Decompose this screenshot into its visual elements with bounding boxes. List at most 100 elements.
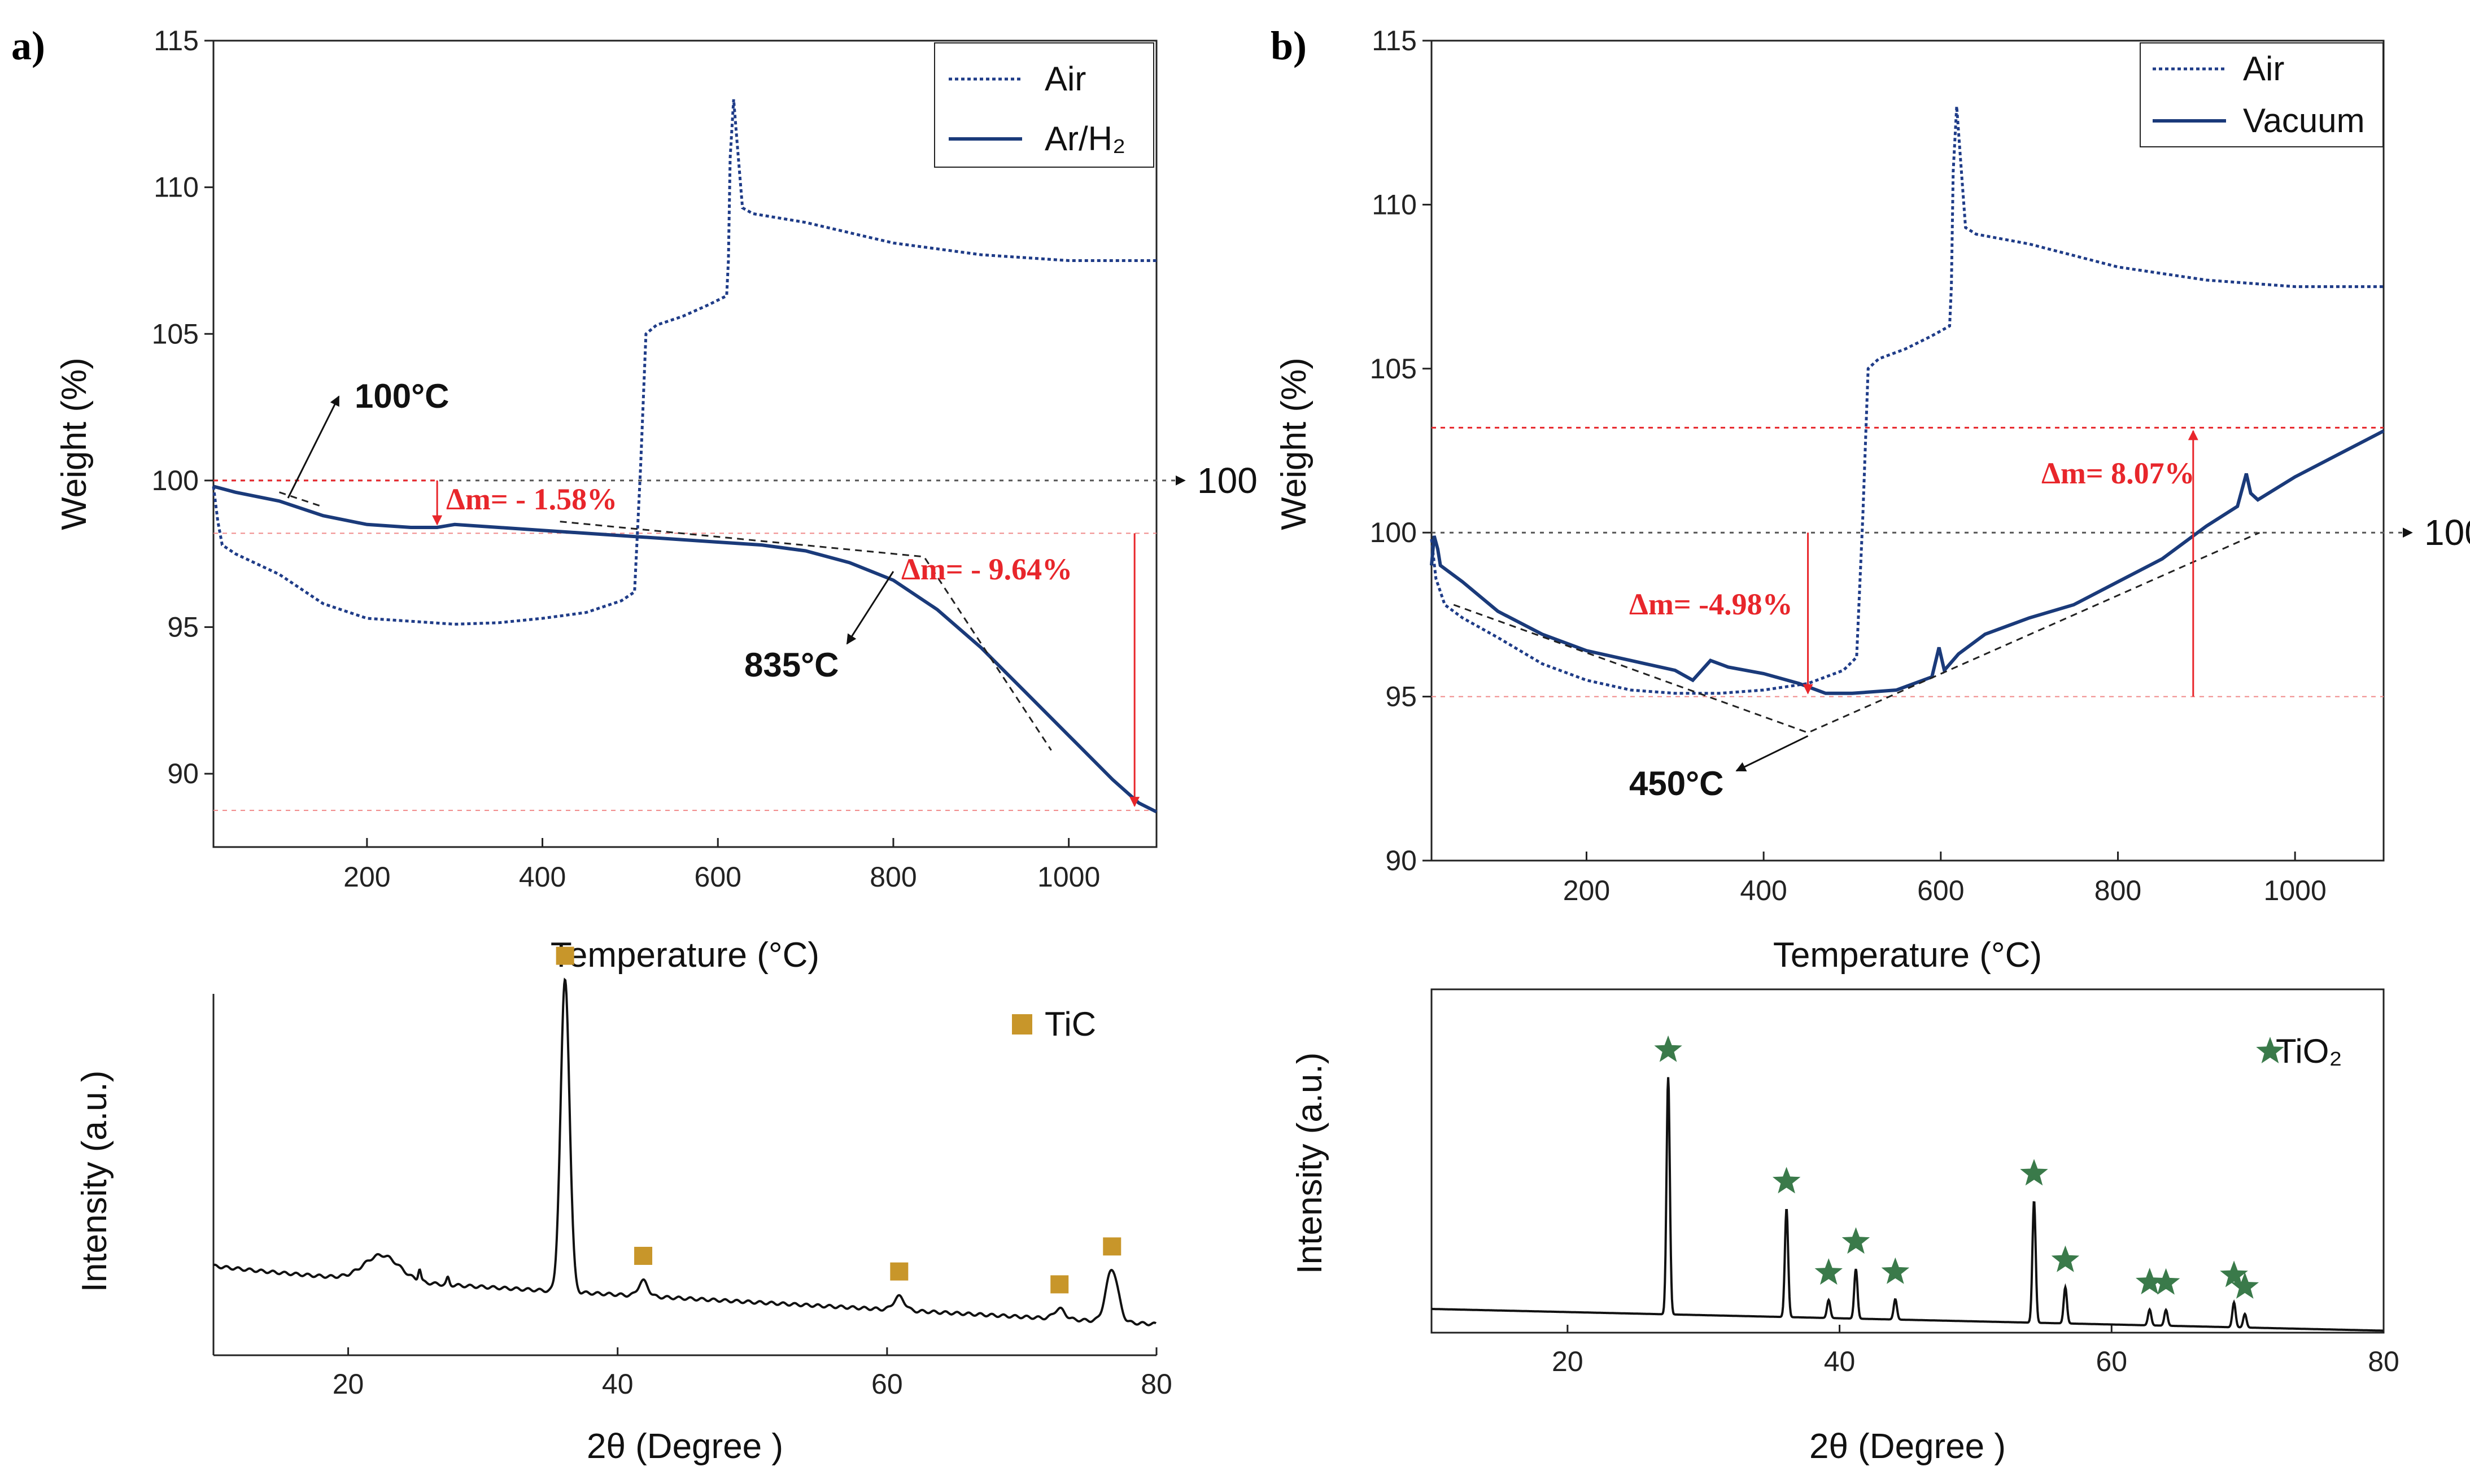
panel-a-tga-chart: 200 400 600 800 1000 90 95 100 105 110 115 100 100… (55, 25, 1258, 975)
panel-a-tga-xlabel: Temperature (°C) (551, 936, 819, 975)
panel-b-series-vacuum (1430, 429, 2385, 695)
panel-b-arrow-450c (1735, 735, 1809, 772)
b-tga-ytick-label: 90 (1385, 845, 1417, 876)
tio2-peak-marker (2231, 1272, 2259, 1299)
b-tga-xtick-label: 800 (2094, 875, 2141, 906)
panel-b-xrd-markers (1654, 1035, 2259, 1299)
tio2-peak-marker (2051, 1245, 2080, 1272)
a-xrd-xtick-label: 40 (602, 1368, 634, 1400)
panel-a-reference-label: 100 (1197, 460, 1258, 501)
tic-peak-marker (1050, 1275, 1069, 1294)
a-tga-ytick-label: 110 (154, 172, 199, 203)
panel-b-tga-frame (1430, 40, 2385, 862)
panel-b-legend-vacuum: Vacuum (2243, 102, 2365, 139)
panel-b-xrd-xlabel: 2θ (Degree ) (1809, 1427, 2006, 1466)
b-tga-xtick-label: 600 (1917, 875, 1964, 906)
panel-b-tga-xlabel: Temperature (°C) (1773, 936, 2042, 975)
tic-peak-marker (890, 1262, 909, 1281)
panel-a-arrow-100c (287, 395, 340, 499)
panel-b-tga-legend: Air Vacuum (2140, 42, 2384, 147)
panel-b-onset-450c: 450°C (1629, 765, 1723, 802)
panel-a-tga-ticks: 200 400 600 800 1000 90 95 100 105 110 115 (152, 25, 1101, 893)
a-xrd-xtick-label: 80 (1141, 1368, 1172, 1400)
tio2-peak-marker (1772, 1167, 1801, 1194)
panel-a: a) 200 400 600 800 1000 90 95 100 105 110 115 100 … (11, 23, 1258, 1466)
panel-b-xrd-legend: TiO₂ (2276, 1032, 2342, 1070)
panel-a-dm2: Δm= - 9.64% (901, 552, 1072, 586)
panel-b-series-air (1430, 106, 2384, 695)
b-xrd-xtick-label: 80 (2368, 1346, 2399, 1377)
panel-a-tangent-line-2 (560, 521, 1052, 751)
tic-peak-marker (556, 946, 574, 965)
panel-b-dm1: Δm= -4.98% (1629, 587, 1793, 621)
panel-b-tga-ylabel: Weight (%) (1275, 357, 1313, 530)
b-tga-xtick-label: 1000 (2264, 875, 2327, 906)
tio2-peak-marker (2220, 1260, 2248, 1287)
tio2-peak-marker (2136, 1268, 2164, 1295)
tio2-peak-marker (1654, 1035, 1682, 1062)
panel-a-label: a) (11, 23, 45, 68)
tic-peak-marker (634, 1246, 653, 1265)
a-tga-ytick-label: 90 (167, 758, 199, 789)
a-tga-xtick-label: 800 (870, 861, 917, 893)
panel-a-onset-835c: 835°C (744, 646, 839, 684)
panel-a-xrd-chart: 20 40 60 80 TiC 2θ (Degree ) Intensity (a.u… (75, 946, 1172, 1466)
a-tga-ytick-label: 100 (152, 465, 199, 496)
panel-b-xrd-ticks: 20 40 60 80 (1552, 1325, 2399, 1377)
panel-b-dm2: Δm= 8.07% (2041, 456, 2195, 490)
a-tga-ytick-label: 115 (154, 25, 199, 56)
b-tga-ytick-label: 110 (1372, 189, 1417, 220)
panel-b-tangent-lines (1453, 531, 2260, 734)
tio2-peak-marker (1814, 1258, 1843, 1285)
b-xrd-xtick-label: 60 (2096, 1346, 2127, 1377)
a-tga-xtick-label: 1000 (1037, 861, 1100, 893)
a-tga-ytick-label: 105 (152, 318, 199, 350)
a-tga-ytick-label: 95 (167, 612, 199, 643)
panel-a-tga-legend: Air Ar/H₂ (934, 42, 1154, 168)
panel-b-xrd-ylabel: Intensity (a.u.) (1290, 1053, 1329, 1275)
a-tga-xtick-label: 600 (695, 861, 741, 893)
b-tga-xtick-label: 200 (1563, 875, 1610, 906)
panel-b-label: b) (1271, 23, 1307, 68)
panel-a-series-air (212, 99, 1157, 626)
panel-a-xrd-ticks: 20 40 60 80 (333, 1347, 1172, 1400)
tio2-peak-marker (2020, 1159, 2048, 1186)
panel-a-tangent-line-1 (279, 491, 324, 508)
b-tga-ytick-label: 105 (1370, 353, 1417, 385)
tio2-peak-marker (1881, 1257, 1910, 1284)
tic-peak-marker (1103, 1237, 1121, 1256)
panel-b-tga-legend-box (2140, 42, 2384, 147)
b-xrd-xtick-label: 20 (1552, 1346, 1583, 1377)
a-xrd-xtick-label: 60 (871, 1368, 903, 1400)
panel-a-legend-air: Air (1045, 60, 1086, 98)
panel-b: b) 200 400 600 800 1000 90 95 100 105 110 115 100 … (1271, 23, 2470, 1466)
panel-b-xrd-pattern (1432, 1077, 2383, 1332)
panel-a-tga-legend-box (934, 42, 1154, 168)
b-tga-ytick-label: 115 (1372, 25, 1417, 56)
tio2-peak-marker (2152, 1268, 2180, 1295)
panel-b-reference-label: 100 (2424, 512, 2470, 553)
panel-a-series-arh2 (213, 485, 1158, 814)
panel-b-legend-air: Air (2243, 50, 2284, 88)
panel-a-arrow-835c (846, 571, 894, 645)
tio2-peak-marker (1841, 1227, 1870, 1254)
panel-b-xrd-legend-star (2256, 1037, 2284, 1063)
panel-b-tga-ticks: 200 400 600 800 1000 90 95 100 105 110 115 (1370, 25, 2327, 906)
panel-a-xrd-legend: TiC (1045, 1005, 1096, 1043)
a-xrd-xtick-label: 20 (333, 1368, 364, 1400)
panel-a-dm1: Δm= - 1.58% (446, 482, 617, 516)
b-xrd-xtick-label: 40 (1824, 1346, 1856, 1377)
a-tga-xtick-label: 400 (519, 861, 566, 893)
panel-a-legend-arh2: Ar/H₂ (1045, 120, 1125, 158)
b-tga-ytick-label: 100 (1370, 517, 1417, 548)
panel-a-xrd-xlabel: 2θ (Degree ) (587, 1427, 783, 1466)
panel-a-xrd-ylabel: Intensity (a.u.) (75, 1071, 114, 1293)
b-tga-ytick-label: 95 (1385, 681, 1417, 713)
panel-a-tga-ylabel: Weight (%) (55, 357, 94, 530)
panel-a-xrd-pattern (213, 977, 1157, 1326)
b-tga-xtick-label: 400 (1740, 875, 1787, 906)
panel-a-tga-frame (212, 40, 1158, 848)
tio2-legend-star (2256, 1037, 2284, 1063)
panel-a-xrd-markers (556, 946, 1121, 1294)
